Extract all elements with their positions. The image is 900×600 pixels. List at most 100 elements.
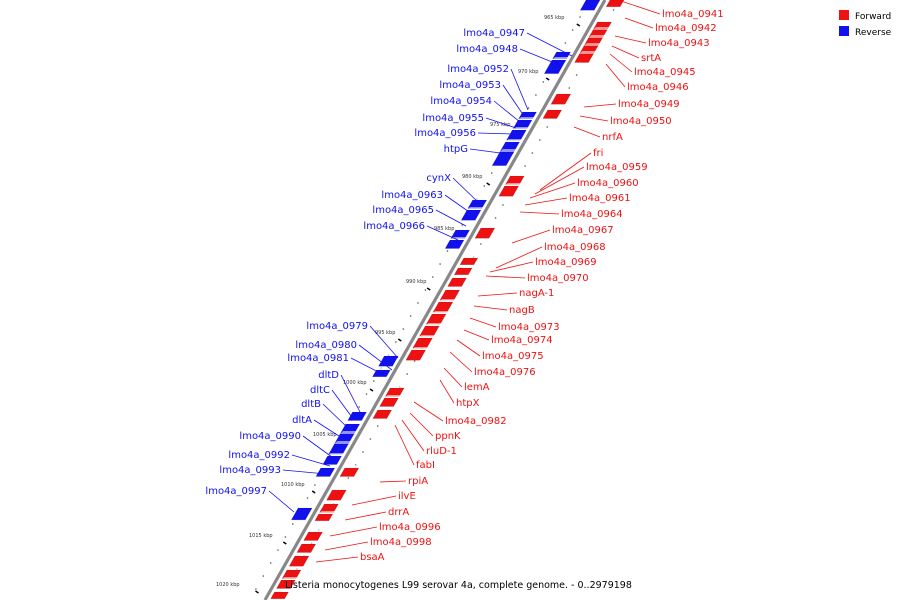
label-leader: [605, 63, 626, 88]
label-leader: [409, 412, 434, 437]
label-leader: [449, 351, 473, 373]
scale-dot: [409, 315, 412, 317]
scale-dot: [579, 16, 581, 18]
label-leader: [529, 182, 576, 199]
label-leader: [369, 325, 399, 359]
forward-gene-labels: lmo4a_0941 lmo4a_0942 lmo4a_0943 srtA lmo4a_…: [315, 0, 724, 563]
gene-feature: [444, 237, 467, 249]
scale-dot: [413, 360, 416, 362]
forward-gene-label: lmo4a_0998: [370, 537, 432, 548]
forward-gene-label: lmo4a_0941: [662, 9, 724, 20]
reverse-gene-label: lmo4a_0948: [456, 44, 518, 55]
reverse-gene-label: lmo4a_0997: [205, 486, 267, 497]
scale-dot: [284, 536, 287, 538]
label-leader: [502, 84, 525, 117]
reverse-gene-label: lmo4a_0993: [219, 465, 281, 476]
forward-gene-label: lmo4a_0961: [569, 193, 631, 204]
label-leader: [485, 117, 517, 129]
scale-dot: [546, 126, 548, 128]
reverse-gene-label: lmo4a_0966: [363, 221, 425, 232]
scale-dot: [306, 497, 309, 499]
legend-reverse-swatch: [839, 26, 849, 36]
forward-gene-label: lmo4a_0943: [648, 38, 710, 49]
forward-gene-label: lmo4a_0982: [445, 416, 507, 427]
forward-gene-label: nagA-1: [519, 288, 554, 299]
reverse-gene-label: cynX: [426, 173, 451, 184]
axis-tick: [545, 77, 550, 81]
label-leader: [485, 275, 526, 279]
forward-gene-label: lemA: [464, 382, 490, 393]
forward-gene-label: lmo4a_0946: [627, 82, 689, 93]
reverse-gene-label: lmo4a_0952: [447, 64, 509, 75]
forward-gene-label: lmo4a_0950: [610, 116, 672, 127]
gene-feature: [574, 51, 597, 63]
label-leader: [511, 229, 551, 244]
label-leader: [426, 225, 459, 241]
forward-gene-label: drrA: [388, 507, 409, 518]
gene-feature: [296, 541, 319, 553]
scale-dot: [527, 107, 530, 109]
label-leader: [313, 419, 343, 439]
label-leader: [344, 511, 387, 521]
forward-gene-label: lmo4a_0967: [552, 225, 614, 236]
gene-feature: [326, 487, 350, 501]
scale-dot: [483, 185, 486, 187]
label-leader: [358, 344, 393, 371]
reverse-gene-label: lmo4a_0981: [287, 353, 349, 364]
gene-feature: [322, 453, 345, 465]
label-leader: [350, 357, 387, 377]
scale-dot: [535, 94, 537, 96]
reverse-gene-label: lmo4a_0979: [306, 321, 368, 332]
scale-dot: [314, 484, 316, 486]
gene-feature: [447, 275, 470, 287]
genome-backbone: [263, 0, 607, 600]
label-leader: [324, 541, 369, 551]
forward-gene-label: nagB: [509, 305, 535, 316]
axis-label: 975 kbp: [490, 122, 510, 128]
reverse-gene-label: dltD: [318, 370, 339, 381]
scale-dot: [539, 139, 541, 141]
gene-feature: [288, 553, 312, 567]
gene-feature: [605, 0, 625, 8]
forward-gene-label: lmo4a_0970: [527, 273, 589, 284]
gene-feature: [542, 107, 565, 119]
gene-feature: [319, 501, 342, 513]
scale-dot: [439, 263, 441, 265]
forward-gene-label: srtA: [641, 53, 661, 64]
scale-dot: [277, 549, 279, 551]
label-leader: [583, 103, 617, 108]
forward-gene-label: lmo4a_0974: [491, 335, 553, 346]
gene-feature: [281, 567, 304, 579]
reverse-gene-label: dltB: [301, 399, 321, 410]
label-leader: [413, 401, 444, 422]
scale-dot: [269, 562, 272, 564]
gene-feature: [505, 173, 528, 185]
label-leader: [379, 480, 407, 483]
gene-feature: [339, 465, 362, 477]
scale-dot: [376, 425, 379, 427]
forward-gene-label: fabI: [416, 460, 435, 471]
scale-dot: [417, 302, 419, 304]
forward-gene-label: lmo4a_0949: [618, 99, 680, 110]
gene-feature: [491, 149, 517, 166]
gene-feature: [579, 0, 601, 11]
axis-labels: 965 kbp 970 kbp 975 kbp 980 kbp 985 kbp 990 k…: [216, 15, 581, 594]
legend-forward-swatch: [839, 10, 849, 20]
reverse-gene-label: lmo4a_0980: [295, 340, 357, 351]
label-leader: [340, 374, 361, 413]
gene-feature: [474, 225, 498, 239]
label-leader: [401, 419, 425, 452]
label-leader: [524, 197, 568, 206]
label-leader: [489, 261, 534, 273]
reverse-features: [290, 0, 601, 521]
scale-dot: [542, 81, 545, 83]
legend-reverse-label: Reverse: [855, 28, 892, 38]
gene-feature: [506, 127, 530, 141]
scale-dot: [347, 477, 350, 479]
forward-gene-label: lmo4a_0960: [577, 178, 639, 189]
reverse-gene-label: dltA: [292, 415, 312, 426]
gene-feature: [543, 57, 569, 74]
label-leader: [477, 132, 513, 135]
axis-label: 980 kbp: [462, 174, 482, 180]
